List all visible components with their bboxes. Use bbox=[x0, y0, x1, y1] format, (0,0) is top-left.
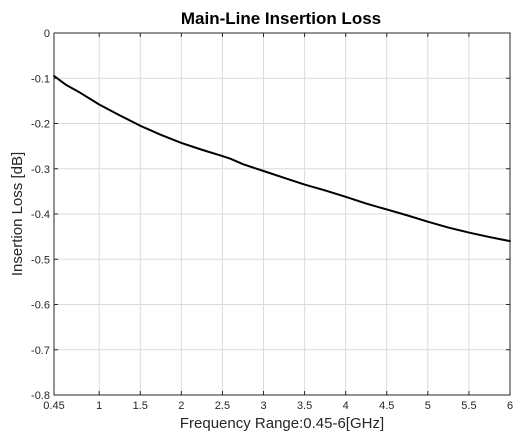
y-tick-label: -0.6 bbox=[31, 300, 50, 312]
x-tick-label: 3 bbox=[260, 400, 266, 412]
y-tick-label: -0.5 bbox=[31, 254, 50, 266]
x-tick-label: 1 bbox=[96, 400, 102, 412]
y-axis-ticks: 0 -0.1 -0.2 -0.3 -0.4 -0.5 -0.6 -0.7 -0.8 bbox=[31, 28, 510, 402]
y-tick-label: -0.7 bbox=[31, 345, 50, 357]
grid-layer bbox=[53, 32, 511, 396]
x-tick-label: 5.5 bbox=[461, 400, 476, 412]
x-tick-label: 2 bbox=[178, 400, 184, 412]
x-tick-label: 6 bbox=[507, 400, 513, 412]
y-tick-label: -0.2 bbox=[31, 119, 50, 131]
x-tick-label: 5 bbox=[425, 400, 431, 412]
series-line-insertion-loss bbox=[53, 74, 511, 243]
chart-title: Main-Line Insertion Loss bbox=[181, 9, 381, 28]
y-tick-label: 0 bbox=[44, 28, 50, 40]
y-tick-label: -0.3 bbox=[31, 164, 50, 176]
x-tick-label: 3.5 bbox=[297, 400, 312, 412]
x-tick-label: 2.5 bbox=[215, 400, 230, 412]
y-tick-label: -0.1 bbox=[31, 73, 50, 85]
y-tick-label: -0.8 bbox=[31, 390, 50, 402]
x-tick-label: 0.45 bbox=[43, 400, 64, 412]
series-layer bbox=[53, 74, 511, 243]
x-axis-ticks: 0.45 1 1.5 2 2.5 3 3.5 4 4.5 5 5.5 6 bbox=[43, 33, 513, 412]
x-tick-label: 4.5 bbox=[379, 400, 394, 412]
x-tick-label: 1.5 bbox=[133, 400, 148, 412]
x-axis-label: Frequency Range:0.45-6[GHz] bbox=[180, 415, 384, 432]
y-axis-label: Insertion Loss [dB] bbox=[9, 152, 26, 276]
x-tick-label: 4 bbox=[343, 400, 349, 412]
y-tick-label: -0.4 bbox=[31, 209, 50, 221]
